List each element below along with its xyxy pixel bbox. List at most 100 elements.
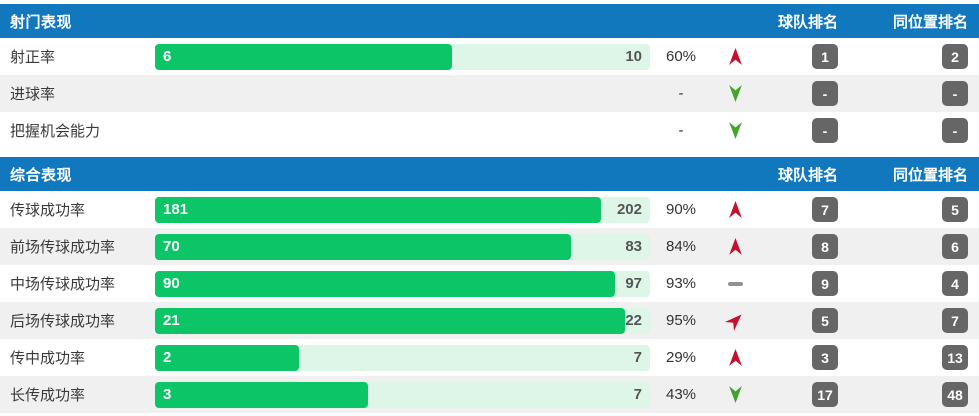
team-rank-badge: - bbox=[812, 118, 838, 143]
team-rank-cell: 3 bbox=[760, 345, 838, 370]
percent-value: 60% bbox=[665, 48, 697, 65]
percent-value: - bbox=[678, 85, 684, 102]
bar-cell bbox=[155, 81, 652, 107]
position-rank-cell: - bbox=[838, 81, 979, 106]
metric-label: 把握机会能力 bbox=[10, 123, 101, 140]
trend-up-icon bbox=[728, 349, 742, 366]
trend-cell bbox=[710, 310, 760, 332]
metric-label: 中场传球成功率 bbox=[10, 276, 116, 293]
bar-fill: 181 bbox=[155, 196, 601, 223]
stat-section: 综合表现 球队排名 同位置排名 传球成功率 181 202 90% 7 5 前场… bbox=[0, 157, 979, 413]
position-rank-cell: 6 bbox=[838, 234, 979, 259]
section-title: 综合表现 bbox=[10, 166, 73, 184]
percent-value: 84% bbox=[665, 238, 697, 255]
bar-fill: 2 bbox=[155, 344, 299, 371]
trend-cell bbox=[710, 281, 760, 286]
trend-cell bbox=[710, 384, 760, 405]
bar-fill: 6 bbox=[155, 43, 452, 70]
stat-sections: 射门表现 球队排名 同位置排名 射正率 6 10 60% 1 2 进球率 - bbox=[0, 4, 979, 413]
position-rank-badge: - bbox=[942, 118, 968, 143]
bar-track: 181 202 bbox=[155, 196, 650, 223]
position-rank-cell: 5 bbox=[838, 197, 979, 222]
team-rank-cell: 5 bbox=[760, 308, 838, 333]
position-rank-badge: - bbox=[942, 81, 968, 106]
trend-down-icon bbox=[728, 122, 742, 139]
position-rank-badge: 2 bbox=[942, 44, 968, 69]
section-header: 射门表现 球队排名 同位置排名 bbox=[0, 4, 979, 38]
team-rank-badge: 9 bbox=[812, 271, 838, 296]
position-rank-cell: - bbox=[838, 118, 979, 143]
position-rank-cell: 13 bbox=[838, 345, 979, 370]
bar-value: 70 bbox=[163, 238, 180, 255]
bar-fill: 3 bbox=[155, 381, 368, 408]
team-rank-column-header: 球队排名 bbox=[777, 166, 838, 184]
position-rank-column-header: 同位置排名 bbox=[892, 13, 968, 31]
bar-track: 3 7 bbox=[155, 381, 650, 408]
bar-max-value: 10 bbox=[625, 47, 642, 65]
percent-value: 95% bbox=[665, 312, 697, 329]
bar-value: 181 bbox=[163, 201, 189, 218]
bar-track: 90 97 bbox=[155, 270, 650, 297]
position-rank-cell: 48 bbox=[838, 382, 979, 407]
section-rows: 传球成功率 181 202 90% 7 5 前场传球成功率 70 83 bbox=[0, 191, 979, 413]
bar-track: 70 83 bbox=[155, 233, 650, 260]
bar-cell: 70 83 bbox=[155, 233, 652, 260]
position-rank-badge: 6 bbox=[942, 234, 968, 259]
trend-cell bbox=[710, 120, 760, 141]
position-rank-column-header: 同位置排名 bbox=[892, 166, 968, 184]
team-rank-cell: 1 bbox=[760, 44, 838, 69]
bar-track: 21 22 bbox=[155, 307, 650, 334]
trend-up-icon bbox=[728, 238, 742, 255]
team-rank-column-header: 球队排名 bbox=[777, 13, 838, 31]
trend-flat-icon bbox=[727, 281, 743, 286]
metric-label: 射正率 bbox=[10, 49, 56, 66]
bar-value: 2 bbox=[163, 349, 172, 366]
percent-value: 29% bbox=[665, 349, 697, 366]
position-rank-cell: 4 bbox=[838, 271, 979, 296]
bar-max-value: 202 bbox=[616, 200, 642, 218]
bar-max-value: 7 bbox=[633, 348, 642, 366]
bar-track: 2 7 bbox=[155, 344, 650, 371]
trend-cell bbox=[710, 347, 760, 368]
bar-value: 6 bbox=[163, 48, 172, 65]
team-rank-cell: 9 bbox=[760, 271, 838, 296]
bar-value: 90 bbox=[163, 275, 180, 292]
team-rank-cell: 7 bbox=[760, 197, 838, 222]
position-rank-badge: 4 bbox=[942, 271, 968, 296]
stat-row: 传球成功率 181 202 90% 7 5 bbox=[0, 191, 979, 228]
bar-cell: 6 10 bbox=[155, 43, 652, 70]
bar-max-value: 97 bbox=[625, 274, 642, 292]
bar-cell: 90 97 bbox=[155, 270, 652, 297]
bar-track: 6 10 bbox=[155, 43, 650, 70]
stat-row: 后场传球成功率 21 22 95% 5 7 bbox=[0, 302, 979, 339]
position-rank-badge: 5 bbox=[942, 197, 968, 222]
section-title: 射门表现 bbox=[10, 13, 73, 31]
bar-cell: 3 7 bbox=[155, 381, 652, 408]
section-header: 综合表现 球队排名 同位置排名 bbox=[0, 157, 979, 191]
team-rank-badge: 7 bbox=[812, 197, 838, 222]
stat-row: 进球率 - - - bbox=[0, 75, 979, 112]
stat-row: 中场传球成功率 90 97 93% 9 4 bbox=[0, 265, 979, 302]
position-rank-cell: 7 bbox=[838, 308, 979, 333]
percent-value: 43% bbox=[665, 386, 697, 403]
team-rank-badge: 5 bbox=[812, 308, 838, 333]
team-rank-cell: 8 bbox=[760, 234, 838, 259]
team-rank-cell: - bbox=[760, 81, 838, 106]
team-rank-badge: 8 bbox=[812, 234, 838, 259]
position-rank-cell: 2 bbox=[838, 44, 979, 69]
trend-down-icon bbox=[728, 386, 742, 403]
bar-max-value: 83 bbox=[625, 237, 642, 255]
stat-row: 把握机会能力 - - - bbox=[0, 112, 979, 149]
trend-up-icon bbox=[728, 201, 742, 218]
bar-fill: 70 bbox=[155, 233, 571, 260]
trend-up-right-icon bbox=[724, 314, 742, 332]
metric-label: 传中成功率 bbox=[10, 350, 86, 367]
position-rank-badge: 13 bbox=[942, 345, 968, 370]
trend-cell bbox=[710, 199, 760, 220]
stat-section: 射门表现 球队排名 同位置排名 射正率 6 10 60% 1 2 进球率 - bbox=[0, 4, 979, 149]
trend-down-icon bbox=[728, 85, 742, 102]
team-rank-cell: - bbox=[760, 118, 838, 143]
bar-cell: 181 202 bbox=[155, 196, 652, 223]
team-rank-badge: 1 bbox=[812, 44, 838, 69]
